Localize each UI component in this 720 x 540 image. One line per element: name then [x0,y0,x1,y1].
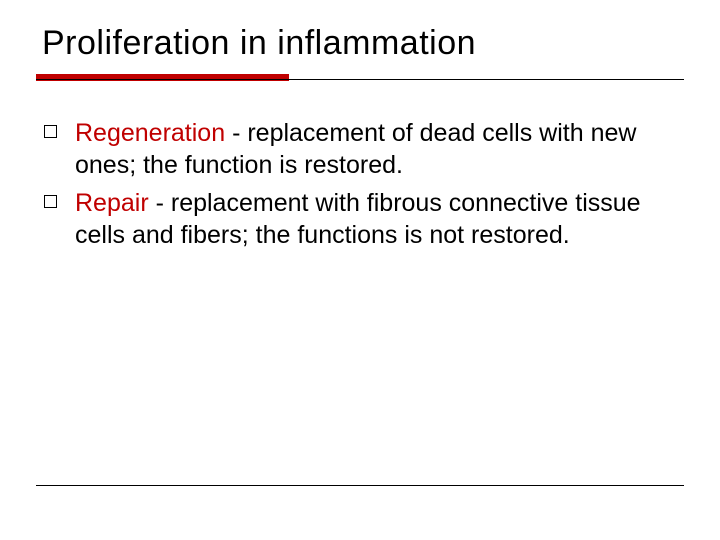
term-highlight: Repair [75,189,149,217]
bullet-text: Regeneration - replacement of dead cells… [75,117,676,181]
list-item: Repair - replacement with fibrous connec… [44,187,676,251]
slide-title: Proliferation in inflammation [42,24,684,63]
term-highlight: Regeneration [75,119,225,147]
footer-rule [36,485,684,486]
title-underline [36,71,684,81]
list-item: Regeneration - replacement of dead cells… [44,117,676,181]
checkbox-icon [44,125,57,138]
slide: Proliferation in inflammation Regenerati… [0,0,720,540]
bullet-rest: - replacement with fibrous connective ti… [75,189,641,249]
checkbox-icon [44,195,57,208]
title-underline-thin [36,79,684,80]
bullet-text: Repair - replacement with fibrous connec… [75,187,676,251]
content-area: Regeneration - replacement of dead cells… [36,117,684,251]
